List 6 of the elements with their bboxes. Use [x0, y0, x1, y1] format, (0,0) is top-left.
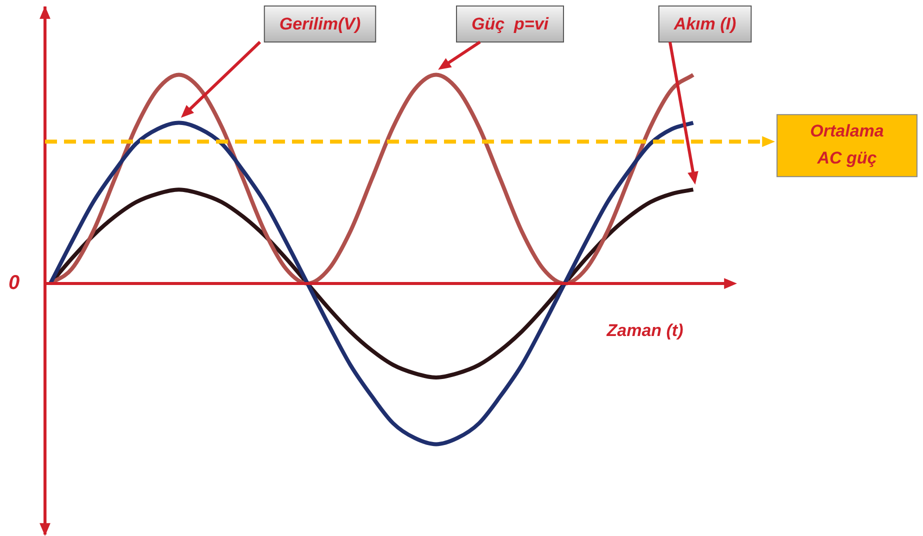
x-axis-title: Zaman (t) — [606, 321, 684, 340]
text: Akım (I) — [672, 14, 737, 34]
ref-line-label: Ortalama AC güç — [810, 121, 884, 168]
text: Gerilim(V) — [279, 14, 361, 34]
text: Güç p=vi — [472, 14, 550, 34]
text: 0 — [8, 272, 20, 294]
